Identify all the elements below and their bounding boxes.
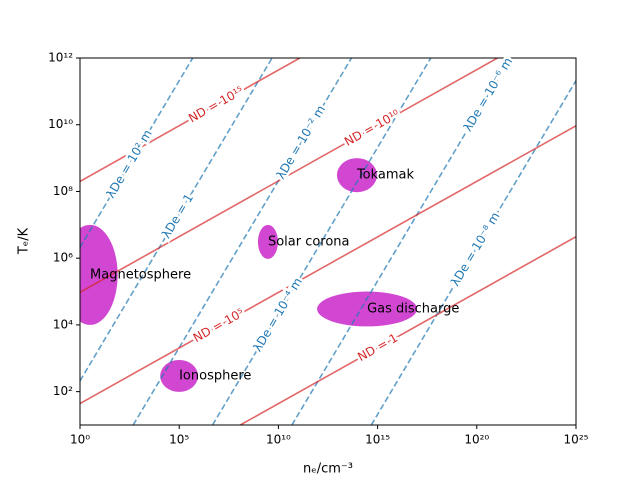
region-label: Solar corona — [268, 234, 350, 249]
region-label: Gas discharge — [367, 301, 459, 316]
line-label: λDe = 10⁻⁶ m — [461, 55, 516, 134]
x-tick-label: 10²⁰ — [464, 433, 489, 447]
region — [257, 224, 278, 259]
series-line — [80, 58, 498, 293]
line-label: λDe = 1 — [159, 191, 196, 240]
region-label: Magnetosphere — [90, 267, 191, 282]
line-label: λDe = 10⁻⁴ m — [250, 275, 305, 354]
series-line — [132, 58, 353, 425]
line-label: ND = 10⁵ — [191, 305, 247, 345]
y-tick-label: 10⁶ — [53, 251, 73, 265]
series-line — [211, 58, 432, 425]
line-label: ND = 1 — [355, 331, 400, 365]
x-tick-label: 10¹⁰ — [266, 433, 291, 447]
series-line — [80, 58, 194, 248]
region — [317, 291, 418, 327]
y-tick-label: 10² — [53, 384, 73, 398]
line-label: λDe = 10⁻² m — [273, 103, 328, 182]
axes-frame — [79, 57, 577, 426]
plot-area — [80, 58, 576, 425]
y-tick-label: 10⁴ — [53, 317, 73, 331]
series-line — [291, 58, 511, 425]
region-label: Ionosphere — [179, 368, 251, 383]
y-tick-label: 10¹⁰ — [48, 117, 73, 131]
region-label: Tokamak — [356, 168, 415, 183]
y-tick-label: 10⁸ — [53, 184, 73, 198]
y-axis-label: Tₑ/K — [17, 227, 32, 255]
region — [80, 224, 118, 325]
y-tick-label: 10¹² — [48, 51, 73, 65]
series-line — [370, 80, 576, 425]
x-tick-label: 10¹⁵ — [365, 433, 390, 447]
x-tick-label: 10²⁵ — [564, 433, 589, 447]
series-line — [80, 125, 576, 405]
x-tick-label: 10⁰ — [70, 433, 90, 447]
x-axis-label: nₑ/cm⁻³ — [303, 462, 353, 477]
line-label: ND = 10¹⁵ — [186, 83, 246, 125]
line-label: ND = 10¹⁰ — [342, 107, 402, 149]
line-label: λDe = 10⁻⁸ m — [448, 210, 503, 289]
series-line — [239, 236, 576, 425]
region — [160, 359, 199, 392]
series-line — [80, 58, 301, 183]
x-tick-label: 10⁵ — [169, 433, 189, 447]
